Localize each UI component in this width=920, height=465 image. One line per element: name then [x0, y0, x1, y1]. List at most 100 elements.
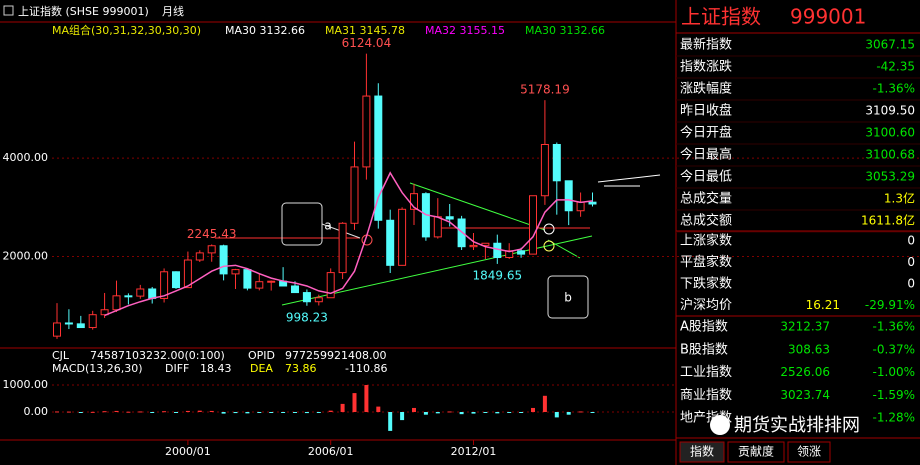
quote-label: 涨跌幅度 [680, 81, 732, 97]
candle-body [88, 314, 97, 329]
indicator-legend: MACD(13,26,30) [52, 362, 143, 375]
macd-bar [507, 412, 512, 413]
breadth-label: 平盘家数 [680, 254, 732, 270]
y-tick-label: 2000.00 [3, 249, 49, 262]
candle-body [517, 250, 526, 255]
macd-bar [293, 412, 297, 413]
indicator-legend: OPID [248, 349, 275, 362]
indicator-legend: CJL [52, 349, 70, 362]
y-tick-label: 1000.00 [3, 378, 49, 391]
macd-bar [185, 410, 190, 412]
macd-bar [400, 412, 405, 421]
macd-bar [483, 412, 488, 413]
candle-body [445, 216, 454, 220]
tab-label[interactable]: 贡献度 [738, 444, 774, 459]
candle-body [338, 222, 347, 274]
ma-value: MA31 3145.78 [325, 24, 405, 37]
candle-body [255, 281, 264, 289]
index-change: -0.37% [873, 342, 915, 356]
macd-bar [304, 412, 309, 414]
index-value: 3023.74 [780, 388, 830, 402]
candle-body [112, 295, 121, 311]
macd-bar [245, 412, 250, 414]
candle-body [243, 269, 252, 289]
candle-body [183, 259, 192, 289]
ma-group: MA组合(30,31,32,30,30,30) [52, 23, 201, 37]
arrow [597, 174, 661, 183]
breadth-label: 沪深均价 [680, 297, 732, 313]
macd-bar [566, 412, 571, 415]
period[interactable]: 月线 [162, 4, 184, 18]
breadth-label: 上涨家数 [680, 233, 732, 249]
candle-body [552, 143, 561, 182]
macd-bar [269, 412, 274, 413]
quote-label: 总成交额 [680, 213, 732, 229]
menu-icon[interactable] [3, 5, 14, 16]
candle-body [505, 250, 514, 259]
trend-line [409, 182, 546, 231]
candle-body [493, 242, 502, 259]
index-value: 308.63 [788, 342, 830, 356]
toolbar-title[interactable]: 上证指数 (SHSE 999001) [18, 4, 149, 18]
macd-bar [90, 411, 95, 413]
macd-bar [423, 412, 428, 415]
macd-bar [78, 412, 83, 413]
macd-bar [114, 410, 119, 412]
candle-body [386, 219, 395, 266]
macd-bar [233, 412, 238, 414]
tab[interactable] [727, 441, 785, 463]
indicator-legend: 74587103232.00(0:100) [90, 349, 225, 362]
candle-body [124, 295, 133, 298]
tab-label[interactable]: 指数 [690, 444, 714, 459]
indicator-legend: 18.43 [200, 362, 232, 375]
drawings [215, 174, 661, 319]
ma-value: MA30 3132.66 [225, 24, 305, 37]
breadth-change: -29.91% [865, 298, 915, 312]
breadth-label: 下跌家数 [680, 276, 732, 292]
tab-label[interactable]: 领涨 [797, 444, 821, 459]
candle-body [53, 322, 61, 337]
note-box [547, 275, 589, 319]
quote-label: 昨日收盘 [680, 103, 732, 119]
macd-bar [352, 393, 357, 412]
breadth-value: 0 [907, 277, 915, 291]
candle-body [231, 269, 240, 275]
macd-bar [388, 412, 393, 431]
tab[interactable] [787, 441, 831, 463]
macd-bar [281, 412, 286, 413]
breadth-value: 16.21 [806, 298, 840, 312]
candle-body [64, 322, 73, 325]
macd-bar [162, 411, 167, 413]
quote-value: -1.36% [873, 82, 915, 96]
note-box [281, 202, 323, 246]
macd-bar [174, 412, 178, 413]
quote-value: -42.35 [876, 60, 915, 74]
macd-bar [542, 395, 547, 412]
candle-body [564, 180, 573, 212]
marker: a [324, 219, 331, 233]
quote-code: 999001 [790, 5, 866, 29]
x-tick-label: 2012/01 [451, 445, 497, 458]
index-change: -1.28% [873, 411, 915, 425]
quote-value: 3100.68 [865, 148, 915, 162]
marker: b [564, 291, 572, 305]
candle-body [207, 245, 216, 254]
indicator-legend: DEA [250, 362, 273, 375]
macd-bar [340, 403, 345, 412]
x-tick-label: 2000/01 [165, 445, 211, 458]
candle-body [350, 166, 359, 224]
annotation: 6124.04 [342, 36, 392, 50]
indicator-legend: 977259921408.00 [285, 349, 386, 362]
tab[interactable] [679, 441, 725, 463]
circle [543, 240, 555, 252]
candle-body [362, 95, 371, 168]
macd-bar [221, 412, 226, 414]
candle-body [374, 95, 383, 221]
candle-body [314, 297, 323, 303]
indicator-legend: -110.86 [345, 362, 387, 375]
x-tick-label: 2006/01 [308, 445, 354, 458]
macd-bar [316, 412, 321, 413]
quote-value: 1611.8亿 [861, 213, 915, 228]
watermark-icon [710, 415, 730, 435]
